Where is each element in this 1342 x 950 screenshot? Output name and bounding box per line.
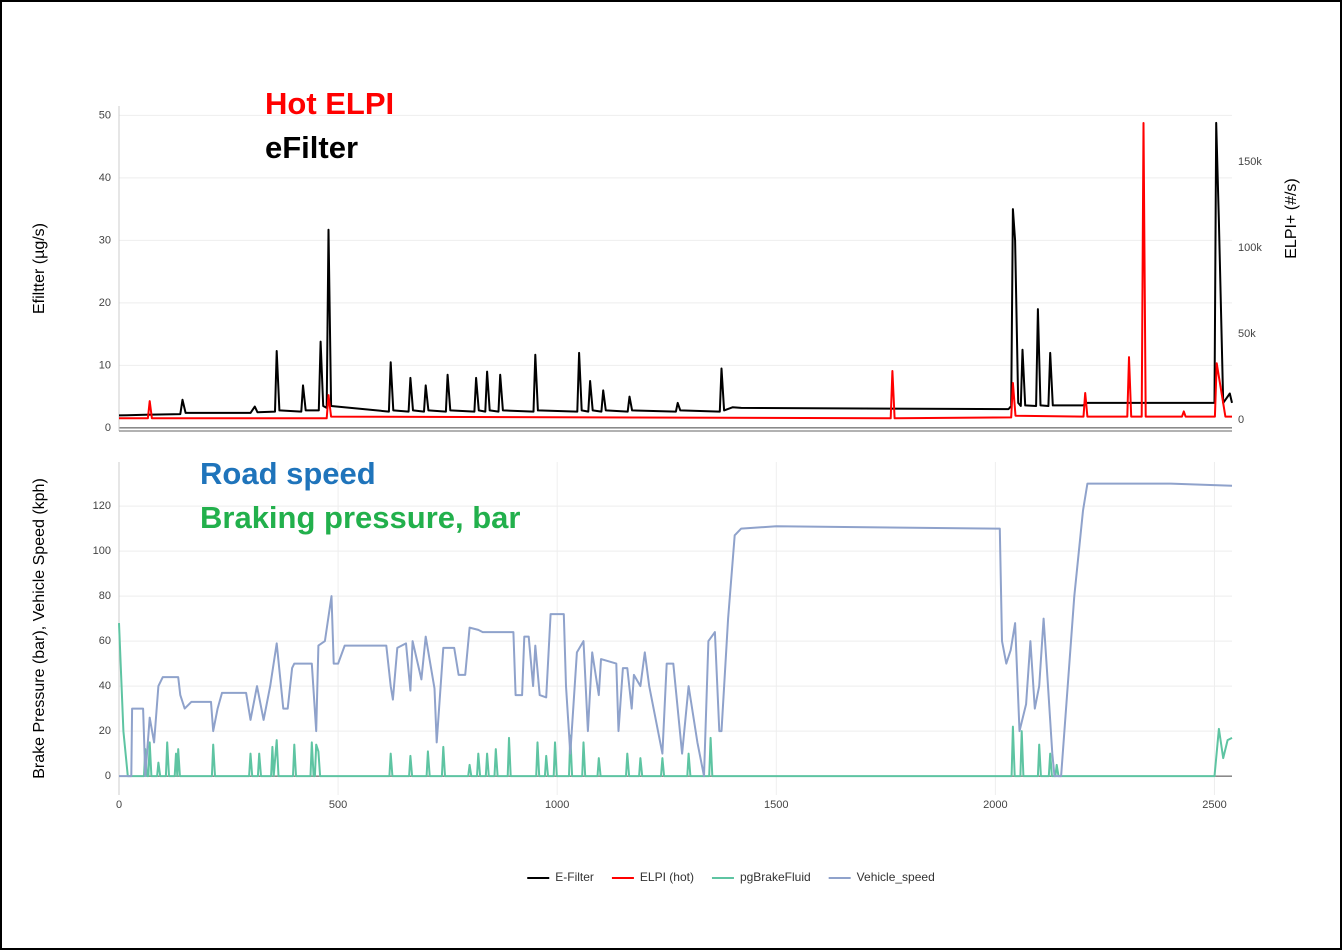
y-tick-label: 60: [99, 635, 111, 647]
x-tick-label: 1000: [545, 799, 569, 811]
bottom-plot: 0 20 40 60 80 100 120 0 500 1000 1500 2000 2500 Brake…: [31, 456, 1233, 811]
annotation: Braking pressure, bar: [200, 500, 520, 535]
y2-tick-label: 150k: [1238, 156, 1262, 168]
y2-tick-label: 50k: [1238, 328, 1256, 340]
y-tick-label: 10: [99, 359, 111, 371]
legend-label: Vehicle_speed: [857, 870, 935, 884]
annotation: Road speed: [200, 456, 376, 491]
y2-axis-title: ELPI+ (#/s): [1283, 178, 1300, 258]
y-tick-label: 20: [99, 725, 111, 737]
legend-label: ELPI (hot): [640, 870, 694, 884]
x-tick-label: 500: [329, 799, 347, 811]
x-tick-label: 1500: [764, 799, 788, 811]
series-line: [118, 623, 1233, 778]
legend-label: pgBrakeFluid: [740, 870, 811, 884]
y-tick-label: 120: [93, 500, 111, 512]
series-line: [119, 482, 1233, 778]
y2-tick-label: 0: [1238, 414, 1244, 426]
y-tick-label: 0: [105, 422, 111, 434]
y2-tick-label: 100k: [1238, 242, 1262, 254]
y-tick-label: 40: [99, 680, 111, 692]
y-tick-label: 80: [99, 590, 111, 602]
y-tick-label: 0: [105, 770, 111, 782]
y-tick-label: 20: [99, 297, 111, 309]
y-tick-label: 30: [99, 234, 111, 246]
y-tick-label: 100: [93, 545, 111, 557]
top-plot: 0 10 20 30 40 50 0 50k 100k 150k Efiltter (µg/s) EL…: [31, 86, 1300, 434]
y-tick-label: 50: [99, 109, 111, 121]
y-axis-title: Efiltter (µg/s): [31, 223, 48, 314]
x-tick-label: 2000: [983, 799, 1007, 811]
annotation: Hot ELPI: [265, 86, 394, 121]
x-tick-label: 2500: [1202, 799, 1226, 811]
y-tick-label: 40: [99, 172, 111, 184]
y-axis-title: Brake Pressure (bar), Vehicle Speed (kph…: [31, 478, 48, 779]
x-tick-label: 0: [116, 799, 122, 811]
series-line: [119, 122, 1232, 420]
annotation: eFilter: [265, 130, 358, 165]
series-line: [118, 121, 1233, 417]
legend: E-Filter ELPI (hot) pgBrakeFluid Vehicle_sp…: [527, 870, 935, 884]
legend-label: E-Filter: [555, 870, 594, 884]
